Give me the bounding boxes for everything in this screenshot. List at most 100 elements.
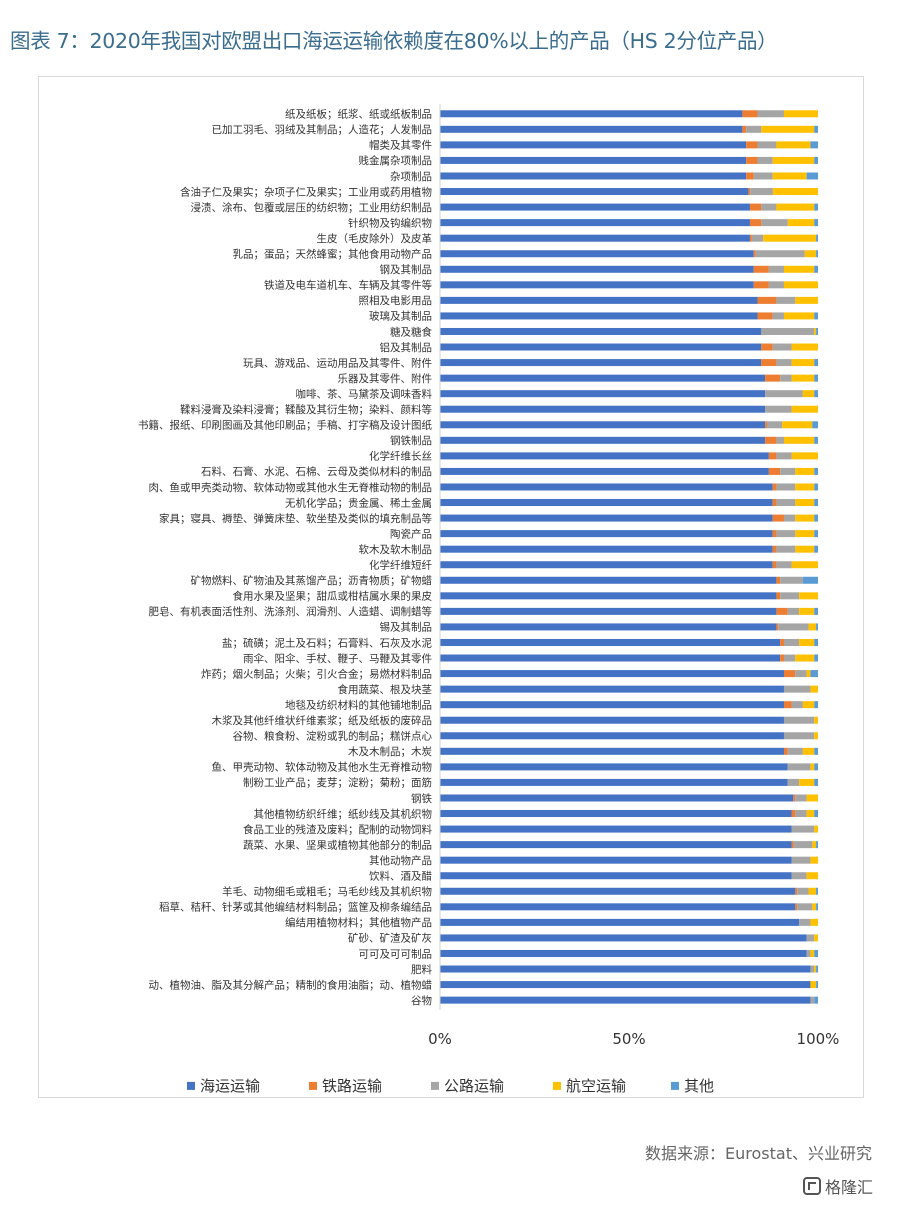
category-label: 石料、石膏、水泥、石棉、云母及类似材料的制品 — [201, 465, 432, 478]
bar-segment-3 — [757, 156, 773, 164]
bar-segment-5 — [814, 359, 818, 367]
bar-segment-4 — [814, 965, 817, 973]
bar-segment-1 — [440, 265, 754, 273]
bar-segment-1 — [440, 810, 792, 818]
bar-segment-3 — [806, 949, 811, 957]
bar-segment-4 — [776, 141, 811, 149]
bar-segment-4 — [802, 701, 815, 709]
bar-segment-3 — [755, 250, 805, 258]
legend-label: 铁路运输 — [322, 1077, 382, 1095]
bar-segment-4 — [808, 623, 817, 631]
bar-segment-5 — [802, 576, 818, 584]
bar-segment-2 — [746, 172, 754, 180]
bar-segment-3 — [810, 965, 815, 973]
bar-segment-5 — [814, 125, 818, 133]
category-label: 雨伞、阳伞、手杖、鞭子、马鞭及其零件 — [243, 652, 432, 665]
bar-segment-1 — [440, 436, 766, 444]
bar-segment-1 — [440, 918, 800, 926]
bar-segment-3 — [795, 810, 807, 818]
category-label: 乳品；蛋品；天然蜂蜜；其他食用动物产品 — [233, 248, 433, 261]
bar-segment-2 — [753, 265, 769, 273]
x-tick-label: 50% — [612, 1030, 645, 1048]
bar-segment-3 — [783, 716, 815, 724]
bar-segment-3 — [757, 141, 777, 149]
bar-segment-5 — [810, 670, 818, 678]
bar-segment-4 — [795, 545, 815, 553]
category-label: 化学纤维长丝 — [369, 450, 432, 463]
bar-segment-1 — [440, 981, 811, 989]
bar-segment-1 — [440, 467, 769, 475]
bar-segment-3 — [780, 374, 792, 382]
bar-segment-2 — [783, 701, 792, 709]
bar-segment-3 — [780, 576, 803, 584]
bar-segment-4 — [806, 810, 815, 818]
bar-segment-1 — [440, 110, 743, 118]
bar-segment-3 — [776, 545, 796, 553]
category-label: 帽类及其零件 — [369, 139, 432, 152]
x-tick-label: 100% — [797, 1030, 840, 1048]
bar-segment-3 — [751, 234, 764, 242]
bar-segment-4 — [810, 918, 818, 926]
category-label: 化学纤维短纤 — [369, 559, 432, 572]
bar-segment-3 — [776, 499, 796, 507]
bar-segment-5 — [814, 530, 818, 538]
bar-segment-1 — [440, 654, 781, 662]
bar-segment-3 — [761, 327, 815, 335]
category-label: 其他植物纺织纤维；纸纱线及其机织物 — [254, 807, 433, 820]
bar-segment-3 — [753, 172, 773, 180]
bar-segment-4 — [804, 250, 817, 258]
bar-segment-2 — [753, 281, 769, 289]
category-label: 铝及其制品 — [380, 341, 433, 354]
bar-segment-5 — [814, 810, 818, 818]
bar-segment-4 — [812, 903, 817, 911]
bar-segment-3 — [757, 110, 784, 118]
bar-segment-1 — [440, 934, 807, 942]
category-label: 稻草、秸秆、针茅或其他编结材料制品；篮筐及柳条编结品 — [159, 901, 432, 914]
bar-segment-4 — [795, 499, 815, 507]
bar-segment-3 — [768, 281, 784, 289]
bar-segment-4 — [810, 949, 815, 957]
bar-segment-5 — [814, 514, 818, 522]
bar-segment-1 — [440, 732, 784, 740]
category-label: 食品工业的残渣及废料；配制的动物饲料 — [243, 823, 432, 836]
bar-segment-2 — [783, 670, 796, 678]
bar-segment-2 — [776, 592, 781, 600]
bar-segment-1 — [440, 499, 773, 507]
bar-segment-1 — [440, 607, 777, 615]
bar-segment-4 — [806, 794, 818, 802]
category-label: 鞣料浸膏及染料浸膏；鞣酸及其衍生物；染料、颜料等 — [180, 403, 432, 416]
source-note: 数据来源：Eurostat、兴业研究 — [645, 1144, 872, 1163]
bar-segment-1 — [440, 390, 766, 398]
bar-segment-4 — [814, 716, 818, 724]
category-label: 无机化学品；贵金属、稀土金属 — [285, 496, 432, 509]
bar-segment-1 — [440, 685, 784, 693]
bar-segment-2 — [765, 436, 777, 444]
category-label: 钢及其制品 — [380, 263, 433, 276]
bar-segment-4 — [814, 934, 818, 942]
bar-segment-1 — [440, 359, 762, 367]
bar-segment-1 — [440, 887, 796, 895]
bar-segment-3 — [780, 467, 796, 475]
bar-segment-4 — [783, 312, 815, 320]
bar-segment-3 — [776, 483, 796, 491]
bar-segment-4 — [810, 763, 815, 771]
bar-segment-4 — [761, 125, 815, 133]
bar-segment-1 — [440, 405, 766, 413]
category-label: 其他动物产品 — [369, 854, 432, 867]
legend-label: 公路运输 — [444, 1077, 504, 1095]
bar-segment-4 — [791, 343, 818, 351]
bar-segment-1 — [440, 623, 777, 631]
bar-segment-5 — [814, 778, 818, 786]
bar-segment-3 — [791, 856, 811, 864]
bar-segment-5 — [816, 234, 818, 242]
category-label: 肥料 — [411, 963, 432, 976]
bar-segment-3 — [776, 296, 796, 304]
bar-segment-2 — [768, 467, 781, 475]
category-label: 针织物及钩编织物 — [348, 216, 432, 229]
bar-segment-5 — [814, 747, 818, 755]
category-label: 钢铁制品 — [390, 434, 432, 447]
bar-segment-4 — [791, 374, 815, 382]
bar-segment-5 — [814, 545, 818, 553]
bar-segment-4 — [782, 421, 813, 429]
legend-label: 海运运输 — [200, 1077, 260, 1095]
